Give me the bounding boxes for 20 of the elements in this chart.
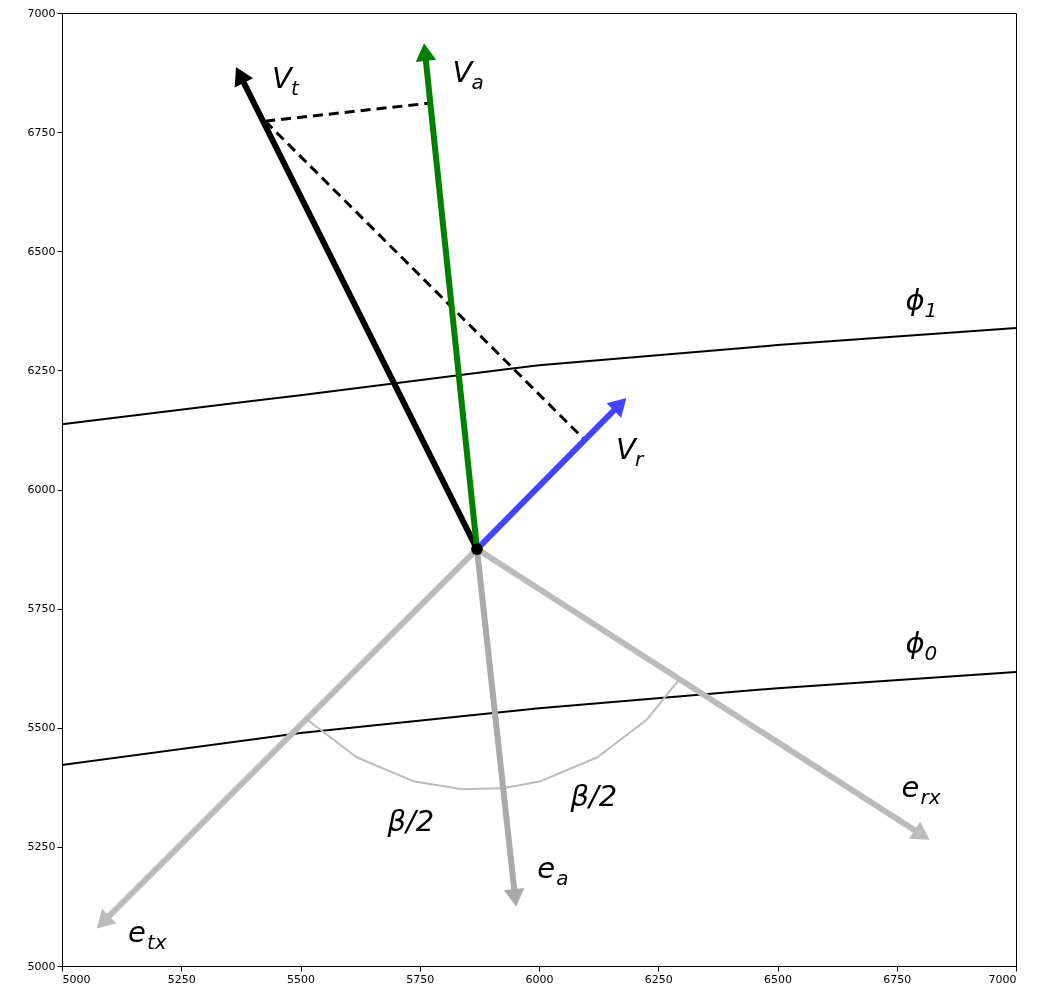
x-tick-label: 6500: [764, 972, 792, 986]
y-tick-label: 6250: [27, 363, 56, 377]
x-tick-label: 6000: [525, 972, 554, 986]
y-tick-label: 6000: [27, 483, 56, 496]
series-label: β/2: [386, 803, 435, 838]
x-tick-label: 5000: [62, 972, 91, 986]
x-tick-label: 7000: [988, 972, 1017, 986]
y-tick-label: 5750: [27, 602, 56, 616]
y-tick-label: 5250: [27, 840, 56, 854]
x-tick-label: 5500: [287, 972, 315, 986]
x-tick-label: 5750: [406, 972, 435, 986]
x-tick-label: 5250: [167, 972, 196, 986]
y-tick-label: 6750: [27, 125, 56, 139]
y-tick-label: 7000: [27, 6, 56, 20]
x-tick-label: 6750: [883, 972, 912, 986]
y-tick-label: 5000: [27, 959, 56, 973]
series-label: β/2: [569, 779, 618, 814]
x-tick-label: 6250: [644, 972, 673, 986]
y-tick-label: 5500: [27, 721, 56, 735]
y-tick-label: 6500: [27, 244, 56, 258]
